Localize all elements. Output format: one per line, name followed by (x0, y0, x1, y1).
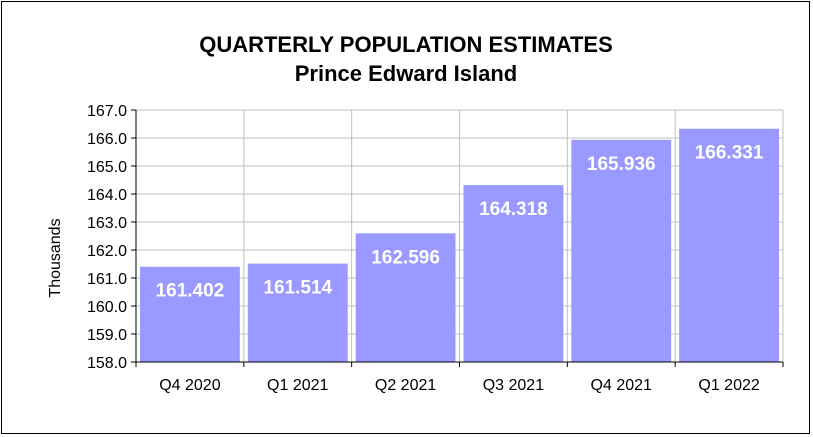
gridlines (136, 109, 784, 362)
axes (131, 109, 784, 367)
x-tick-labels: Q4 2020 Q1 2021 Q2 2021 Q3 2021 Q4 2021 Q1 20… (159, 377, 760, 394)
y-tick-label: 163.0 (87, 215, 127, 232)
x-tick-label: Q1 2022 (698, 377, 759, 394)
chart-title: QUARTERLY POPULATION ESTIMATES (199, 32, 613, 57)
y-tick-label: 160.0 (87, 299, 127, 316)
bar-value-label: 161.514 (263, 278, 332, 299)
bar-value-label: 162.596 (371, 247, 440, 268)
y-axis-label: Thousands (47, 218, 64, 297)
bar-value-label: 166.331 (695, 143, 764, 164)
y-tick-label: 164.0 (87, 187, 127, 204)
x-tick-label: Q3 2021 (483, 377, 544, 394)
data-labels: 161.402 161.514 162.596 164.318 165.936 166.3… (156, 143, 764, 302)
bar-value-label: 164.318 (479, 199, 548, 220)
chart-subtitle: Prince Edward Island (295, 61, 518, 86)
y-tick-label: 166.0 (87, 131, 127, 148)
x-tick-label: Q4 2020 (159, 377, 220, 394)
y-tick-label: 167.0 (87, 103, 127, 120)
y-tick-labels: 158.0 159.0 160.0 161.0 162.0 163.0 164.0 165.0… (87, 103, 127, 372)
y-tick-label: 161.0 (87, 271, 127, 288)
y-tick-label: 159.0 (87, 327, 127, 344)
bar (463, 185, 564, 362)
bar (679, 128, 779, 362)
bar-value-label: 165.936 (587, 154, 656, 175)
y-tick-label: 162.0 (87, 243, 127, 260)
x-tick-label: Q1 2021 (267, 377, 328, 394)
bar (140, 266, 240, 362)
x-tick-label: Q2 2021 (375, 377, 436, 394)
x-tick-label: Q4 2021 (591, 377, 652, 394)
bar (355, 233, 456, 362)
y-tick-label: 165.0 (87, 159, 127, 176)
bar (571, 139, 672, 362)
bar (247, 263, 348, 362)
y-tick-label: 158.0 (87, 355, 127, 372)
bar-value-label: 161.402 (156, 281, 225, 302)
bars (140, 128, 779, 362)
